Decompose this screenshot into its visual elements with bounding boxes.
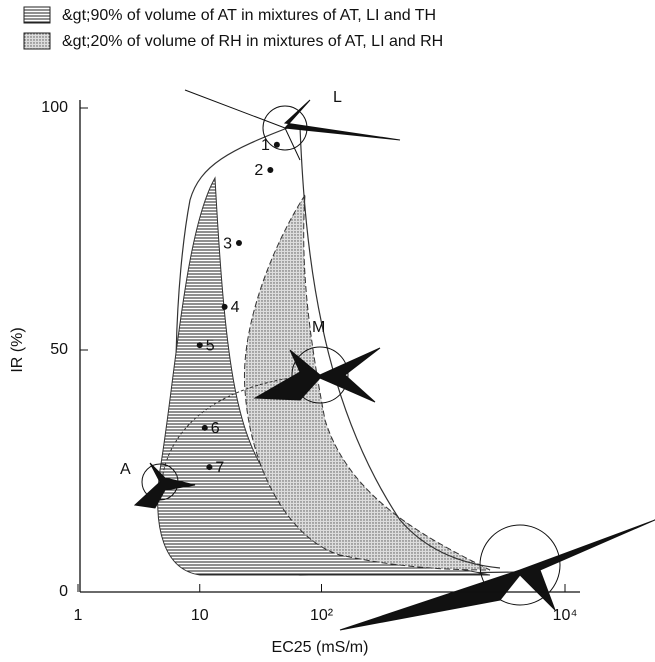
y-tick-label: 100 (41, 99, 68, 116)
x-tick-label: 10⁴ (553, 607, 578, 624)
legend-label: &gt;90% of volume of AT in mixtures of A… (62, 7, 436, 24)
y-tick-label: 50 (50, 341, 68, 358)
regions (157, 126, 521, 576)
legend-label: &gt;20% of volume of RH in mixtures of A… (62, 33, 443, 50)
legend-swatch (23, 6, 51, 24)
y-axis-label: IR (%) (9, 327, 26, 372)
point-label: 1 (261, 137, 270, 154)
point-label: 6 (211, 420, 220, 437)
legend-swatch (23, 32, 51, 50)
point (273, 141, 280, 148)
annotation: A (120, 461, 131, 478)
x-tick-label: 10 (191, 607, 209, 624)
point (201, 424, 208, 431)
point-label: 7 (215, 459, 224, 476)
point (267, 166, 274, 173)
x-tick-label: 1 (74, 607, 83, 624)
y-tick-label: 0 (59, 583, 68, 600)
point-label: 4 (231, 299, 240, 316)
x-tick-label: 10² (310, 607, 334, 624)
hatched-region (157, 176, 491, 576)
point (221, 303, 228, 310)
point-label: 2 (254, 162, 263, 179)
point-label: 3 (223, 235, 232, 252)
annotation: M (312, 319, 325, 336)
point (206, 464, 213, 471)
point (235, 240, 242, 247)
star-diagrams (133, 89, 655, 631)
point-label: 5 (206, 337, 215, 354)
point (196, 342, 203, 349)
annotation: L (333, 89, 342, 106)
x-axis-label: EC25 (mS/m) (272, 639, 369, 656)
